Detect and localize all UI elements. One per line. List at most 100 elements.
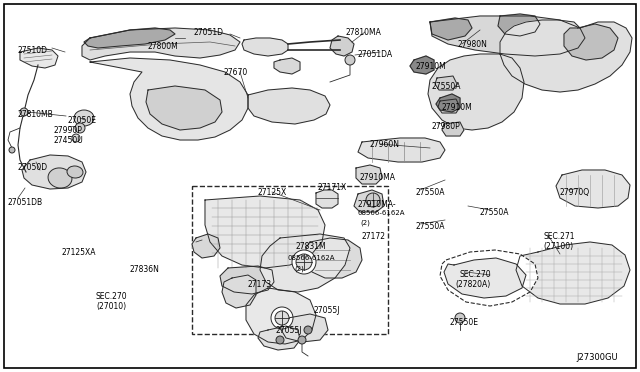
Text: 27055J: 27055J [275, 326, 301, 335]
Polygon shape [248, 88, 330, 124]
Polygon shape [246, 288, 316, 344]
Text: 27450U: 27450U [54, 136, 84, 145]
Text: 27910MA: 27910MA [360, 173, 396, 182]
Ellipse shape [74, 110, 94, 126]
Text: 27970Q: 27970Q [560, 188, 590, 197]
Text: 27910M: 27910M [415, 62, 445, 71]
Polygon shape [438, 99, 460, 113]
Text: (27820A): (27820A) [455, 280, 490, 289]
Polygon shape [260, 234, 350, 292]
Text: 27550A: 27550A [415, 222, 445, 231]
Text: 27831M: 27831M [296, 242, 326, 251]
Circle shape [298, 336, 306, 344]
Polygon shape [354, 190, 384, 212]
Text: 27125X: 27125X [258, 188, 287, 197]
Polygon shape [500, 20, 632, 92]
Text: 27125XA: 27125XA [62, 248, 97, 257]
Polygon shape [274, 58, 300, 74]
Polygon shape [430, 18, 472, 40]
Text: 27550A: 27550A [415, 188, 445, 197]
Text: (2): (2) [294, 265, 304, 272]
Text: 27173: 27173 [248, 280, 272, 289]
Text: 27980N: 27980N [458, 40, 488, 49]
Circle shape [276, 336, 284, 344]
Polygon shape [242, 38, 288, 56]
Circle shape [296, 254, 312, 270]
Text: 27550A: 27550A [480, 208, 509, 217]
Text: 27051D: 27051D [193, 28, 223, 37]
Text: 27171X: 27171X [318, 183, 348, 192]
Polygon shape [280, 314, 328, 342]
Text: J27300GU: J27300GU [576, 353, 618, 362]
Text: 27510D: 27510D [18, 46, 48, 55]
Text: 27800M: 27800M [148, 42, 179, 51]
Circle shape [271, 307, 293, 329]
Text: 08566-6162A: 08566-6162A [358, 210, 406, 216]
Circle shape [9, 147, 15, 153]
Polygon shape [440, 250, 538, 306]
Bar [192, 186, 388, 334]
Polygon shape [516, 242, 630, 304]
Polygon shape [498, 14, 540, 36]
Circle shape [75, 123, 85, 133]
Circle shape [275, 311, 289, 325]
Text: (27100): (27100) [543, 242, 573, 251]
Ellipse shape [67, 166, 83, 178]
Polygon shape [430, 16, 585, 56]
Text: 27910MA-: 27910MA- [358, 200, 397, 209]
Polygon shape [20, 48, 58, 68]
Text: 27980P: 27980P [432, 122, 461, 131]
Text: 27810MB: 27810MB [18, 110, 54, 119]
Polygon shape [330, 36, 354, 56]
Polygon shape [428, 54, 524, 130]
Polygon shape [442, 122, 464, 136]
Polygon shape [192, 234, 220, 258]
Ellipse shape [48, 168, 72, 188]
Text: 27051DA: 27051DA [357, 50, 392, 59]
Polygon shape [358, 138, 445, 162]
Text: 27990P: 27990P [54, 126, 83, 135]
Circle shape [455, 313, 465, 323]
Polygon shape [564, 24, 618, 60]
Text: SEC.271: SEC.271 [543, 232, 575, 241]
Polygon shape [220, 266, 274, 294]
Text: 27055J: 27055J [313, 306, 339, 315]
Polygon shape [410, 56, 434, 74]
Polygon shape [205, 196, 325, 268]
Text: 27810MA: 27810MA [345, 28, 381, 37]
Circle shape [366, 193, 380, 207]
Polygon shape [84, 28, 175, 48]
Text: 27836N: 27836N [130, 265, 160, 274]
Circle shape [72, 134, 80, 142]
Polygon shape [258, 326, 300, 350]
Polygon shape [222, 275, 256, 308]
Text: 27550A: 27550A [432, 82, 461, 91]
Polygon shape [556, 170, 630, 208]
Polygon shape [436, 94, 460, 112]
Polygon shape [22, 155, 86, 189]
Text: 27960N: 27960N [370, 140, 400, 149]
Circle shape [304, 326, 312, 334]
Text: 27051DB: 27051DB [8, 198, 43, 207]
Polygon shape [444, 258, 526, 298]
Text: 27050E: 27050E [68, 116, 97, 125]
Polygon shape [90, 58, 248, 140]
Text: SEC.270: SEC.270 [460, 270, 492, 279]
Text: 27172: 27172 [362, 232, 386, 241]
Text: (2): (2) [360, 220, 370, 227]
Text: 27050D: 27050D [18, 163, 48, 172]
Text: 27550E: 27550E [450, 318, 479, 327]
Text: 27670: 27670 [224, 68, 248, 77]
Circle shape [292, 250, 316, 274]
Polygon shape [82, 28, 240, 60]
Text: (27010): (27010) [96, 302, 126, 311]
Text: SEC.270: SEC.270 [96, 292, 127, 301]
Polygon shape [356, 165, 382, 184]
Polygon shape [146, 86, 222, 130]
Polygon shape [306, 238, 362, 278]
Circle shape [345, 55, 355, 65]
Polygon shape [316, 190, 338, 208]
Circle shape [20, 108, 28, 116]
Polygon shape [435, 76, 457, 90]
Text: 27910M: 27910M [441, 103, 472, 112]
